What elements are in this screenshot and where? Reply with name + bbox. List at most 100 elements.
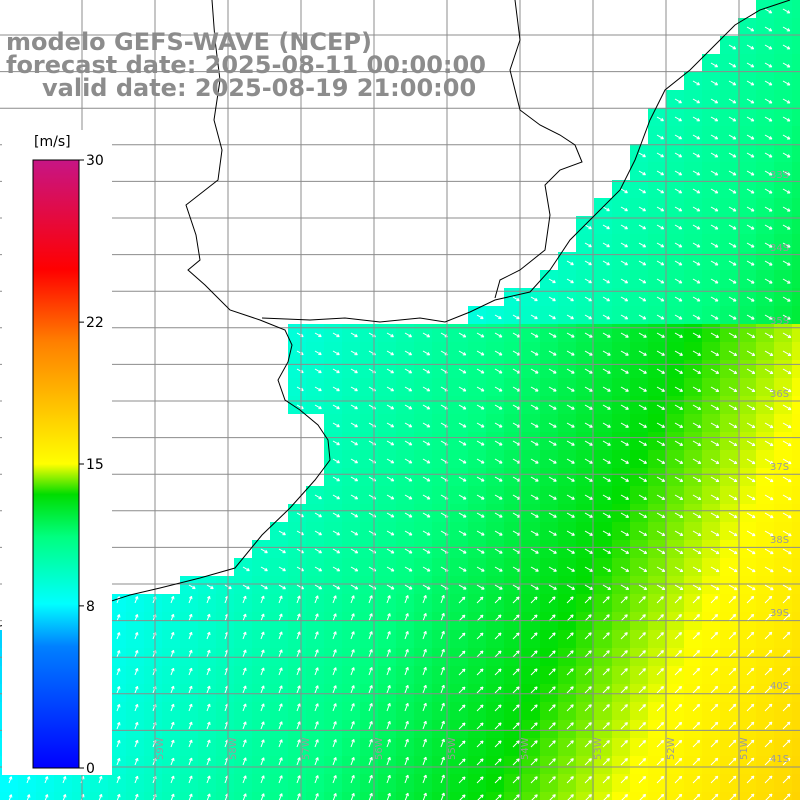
wind-arrow <box>692 548 702 555</box>
wind-arrow <box>332 757 337 766</box>
wind-arrow <box>746 649 755 658</box>
wind-arrow <box>692 530 702 537</box>
wind-arrow <box>782 332 792 339</box>
wind-arrow <box>656 721 665 730</box>
wind-arrow <box>728 134 737 140</box>
wind-arrow <box>134 667 139 676</box>
wind-arrow <box>764 278 773 284</box>
wind-arrow <box>692 512 702 519</box>
wind-arrow <box>602 584 612 590</box>
wind-arrow <box>692 350 701 356</box>
wind-arrow <box>764 757 773 766</box>
wind-arrow <box>656 386 665 392</box>
wind-arrow <box>674 332 683 338</box>
wind-arrow <box>134 721 139 730</box>
wind-arrow <box>314 595 319 604</box>
wind-arrow <box>548 350 557 356</box>
wind-arrow <box>584 224 592 230</box>
wind-arrow <box>656 152 664 158</box>
wind-arrow <box>710 386 720 392</box>
wind-arrow <box>728 584 738 591</box>
wind-arrow <box>494 422 503 428</box>
wind-arrow <box>656 404 665 410</box>
wind-arrow <box>530 776 538 784</box>
wind-arrow <box>278 703 283 712</box>
wind-arrow <box>656 494 666 500</box>
wind-arrow <box>548 332 557 338</box>
wind-arrow <box>476 740 484 748</box>
wind-arrow <box>782 566 792 573</box>
wind-arrow <box>314 530 322 536</box>
wind-arrow <box>566 404 575 410</box>
wind-arrow <box>692 98 701 104</box>
wind-arrow <box>260 757 265 766</box>
wind-arrow <box>350 739 355 748</box>
lat-label: 38S <box>770 535 789 546</box>
wind-arrow <box>386 702 391 712</box>
wind-arrow <box>638 614 646 622</box>
wind-arrow <box>422 684 427 694</box>
colorbar-tick-label: 0 <box>86 761 95 777</box>
wind-arrow <box>656 703 665 712</box>
wind-arrow <box>566 722 574 730</box>
wind-arrow <box>638 494 648 500</box>
wind-arrow <box>728 476 738 483</box>
wind-arrow <box>710 685 719 694</box>
wind-arrow <box>134 739 139 748</box>
wind-arrow <box>170 775 175 784</box>
wind-arrow <box>728 512 738 519</box>
wind-arrow <box>26 776 31 784</box>
wind-arrow <box>692 170 701 176</box>
wind-arrow <box>404 494 413 500</box>
wind-arrow <box>746 757 755 766</box>
wind-arrow <box>656 224 665 230</box>
wind-arrow <box>764 649 773 658</box>
wind-arrow <box>584 368 593 374</box>
wind-arrow <box>764 404 774 411</box>
wind-arrow <box>116 775 121 784</box>
wind-arrow <box>458 740 466 748</box>
wind-arrow <box>494 368 503 374</box>
wind-arrow <box>386 440 395 446</box>
wind-arrow <box>620 260 629 266</box>
wind-arrow <box>170 667 175 676</box>
wind-arrow <box>566 296 574 302</box>
wind-arrow <box>350 350 358 356</box>
wind-arrow <box>656 332 665 338</box>
wind-arrow <box>386 476 395 482</box>
wind-arrow <box>458 614 466 622</box>
wind-arrow <box>314 667 319 676</box>
wind-arrow <box>656 134 664 140</box>
wind-arrow <box>782 386 792 393</box>
wind-arrow <box>602 332 611 338</box>
wind-arrow <box>440 612 445 622</box>
wind-arrow <box>548 440 557 446</box>
wind-arrow <box>656 757 665 766</box>
wind-arrow <box>458 566 467 572</box>
wind-arrow <box>278 757 283 766</box>
wind-arrow <box>296 757 301 766</box>
wind-arrow <box>548 458 557 464</box>
colorbar-tick-label: 15 <box>86 457 104 473</box>
wind-arrow <box>314 631 319 640</box>
field-cell <box>792 486 800 504</box>
wind-arrow <box>782 44 791 50</box>
wind-arrow <box>728 260 737 266</box>
wind-arrow <box>386 613 391 622</box>
wind-arrow <box>692 584 702 591</box>
wind-arrow <box>548 512 557 518</box>
wind-arrow <box>476 332 485 338</box>
wind-arrow <box>584 548 593 554</box>
wind-arrow <box>782 667 791 676</box>
wind-arrow <box>350 703 355 712</box>
wind-arrow <box>782 530 792 537</box>
wind-arrow <box>476 758 484 766</box>
wind-arrow <box>746 278 755 284</box>
wind-arrow <box>692 775 701 784</box>
wind-arrow <box>188 721 193 730</box>
wind-arrow <box>746 548 756 555</box>
wind-arrow <box>404 350 413 356</box>
wind-arrow <box>674 440 684 446</box>
wind-arrow <box>782 98 791 104</box>
wind-arrow <box>710 314 719 320</box>
